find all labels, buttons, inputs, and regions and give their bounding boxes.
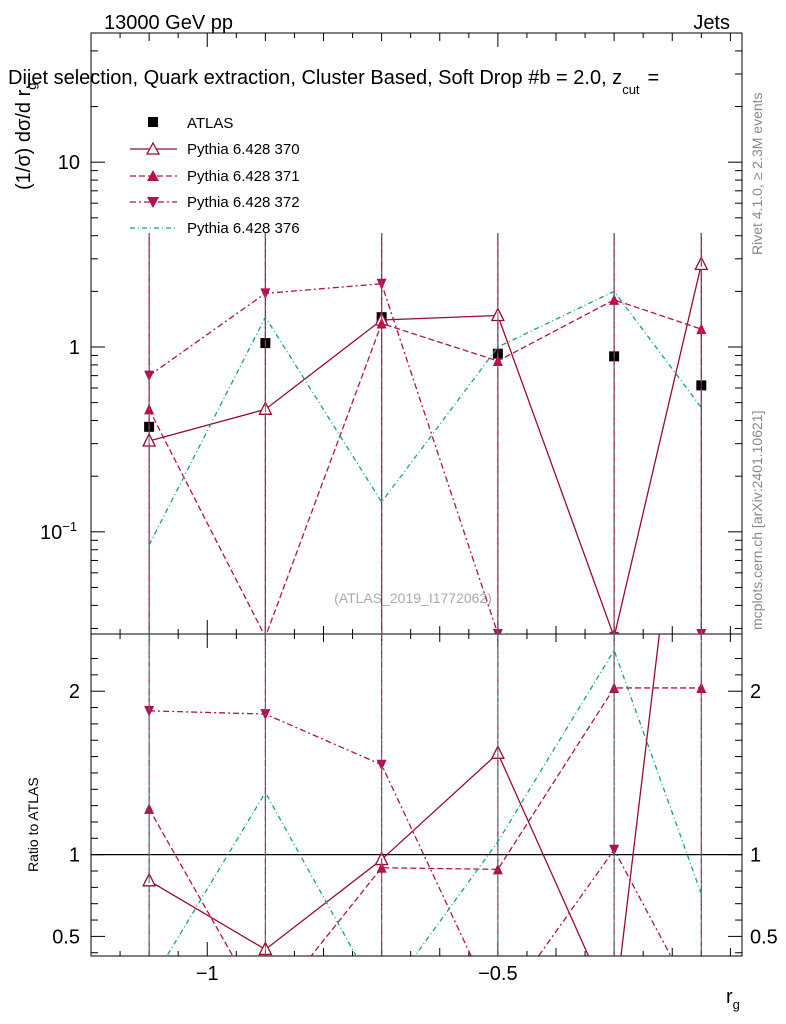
ratio-series-0 xyxy=(142,634,702,1018)
plot-title-suffix: = xyxy=(648,67,660,89)
legend-marker-372 xyxy=(147,197,159,208)
series-line xyxy=(148,290,702,546)
ratio-point xyxy=(493,1008,503,1019)
y-tick-label-main: 10−1 xyxy=(40,519,77,544)
x-axis-label-text: r xyxy=(726,986,733,1008)
data-point xyxy=(144,370,155,382)
x-tick-label: −0.5 xyxy=(478,963,517,985)
ratio-line xyxy=(166,648,702,956)
y-tick-label-ratio-right: 0.5 xyxy=(750,926,778,948)
y-tick-label-main: 10 xyxy=(58,152,80,174)
series-line xyxy=(148,283,702,634)
x-tick-label: −1 xyxy=(196,963,219,985)
process-label: Jets xyxy=(693,12,730,34)
data-point xyxy=(144,403,155,415)
legend-marker-371 xyxy=(147,170,159,181)
ratio-point xyxy=(608,1006,620,1018)
series-0 xyxy=(144,233,707,634)
y-tick-label-ratio: 2 xyxy=(69,681,80,703)
ratio-series-1 xyxy=(144,634,707,1018)
y-tick-label-ratio: 0.5 xyxy=(52,926,80,948)
main-panel-series xyxy=(142,233,709,634)
ratio-point xyxy=(609,681,620,693)
energy-label: 13000 GeV pp xyxy=(104,12,233,34)
ratio-point xyxy=(144,802,155,814)
series-2 xyxy=(144,233,707,634)
plot-title: Dijet selection, Quark extraction, Clust… xyxy=(8,67,659,97)
plot-title-subscript: cut xyxy=(622,82,640,97)
x-axis-label-sub: g xyxy=(733,997,740,1012)
analysis-watermark: (ATLAS_2019_I1772062) xyxy=(334,590,492,606)
y-tick-label-exp: −1 xyxy=(62,519,77,534)
ratio-series-2 xyxy=(144,634,706,1019)
legend-label-372: Pythia 6.428 372 xyxy=(187,194,300,211)
legend-label-371: Pythia 6.428 371 xyxy=(187,168,300,185)
ratio-point xyxy=(376,759,387,771)
ratio-point xyxy=(260,1007,270,1018)
plot-title-main: Dijet selection, Quark extraction, Clust… xyxy=(8,67,622,89)
series-1 xyxy=(142,233,709,634)
legend-label-370: Pythia 6.428 370 xyxy=(187,141,300,158)
x-axis-label: rg xyxy=(726,986,740,1012)
legend-label-atlas: ATLAS xyxy=(187,115,233,132)
ratio-panel-series xyxy=(142,634,707,1019)
ratio-line xyxy=(148,634,661,956)
data-point xyxy=(376,317,387,329)
y-axis-label-main-sub: g xyxy=(24,83,39,90)
y-tick-label-ratio-right: 1 xyxy=(750,845,761,867)
rivet-label: Rivet 4.1.0, ≥ 2.3M events xyxy=(749,92,765,255)
y-axis-label-ratio: Ratio to ATLAS xyxy=(25,777,41,872)
ratio-line xyxy=(149,710,672,956)
y-tick-label-main: 1 xyxy=(69,337,80,359)
legend-label-376: Pythia 6.428 376 xyxy=(187,220,300,237)
y-axis-label-main: (1/σ) dσ/d rg xyxy=(13,83,39,191)
series-line xyxy=(148,264,702,634)
y-tick-label-ratio-right: 2 xyxy=(750,681,761,703)
y-axis-label-main-text: (1/σ) dσ/d r xyxy=(13,89,35,190)
data-point xyxy=(696,323,707,335)
y-tick-label-ratio: 1 xyxy=(69,845,80,867)
ratio-line xyxy=(148,687,702,956)
ratio-point xyxy=(696,681,707,693)
legend-marker-370 xyxy=(145,141,161,155)
ratio-panel-frame xyxy=(90,633,743,957)
legend: ATLAS Pythia 6.428 370 Pythia 6.428 371 … xyxy=(130,115,300,237)
y-tick-label-base: 10 xyxy=(40,522,62,544)
series-4 xyxy=(148,233,702,634)
mcplots-label: mcplots.cern.ch [arXiv:2401.10621] xyxy=(749,411,765,630)
series-line xyxy=(148,299,702,634)
legend-marker-atlas xyxy=(148,117,158,127)
ratio-point xyxy=(144,705,155,717)
ratio-point xyxy=(696,1008,706,1019)
ratio-series-3 xyxy=(148,634,702,956)
series-3 xyxy=(144,233,707,634)
